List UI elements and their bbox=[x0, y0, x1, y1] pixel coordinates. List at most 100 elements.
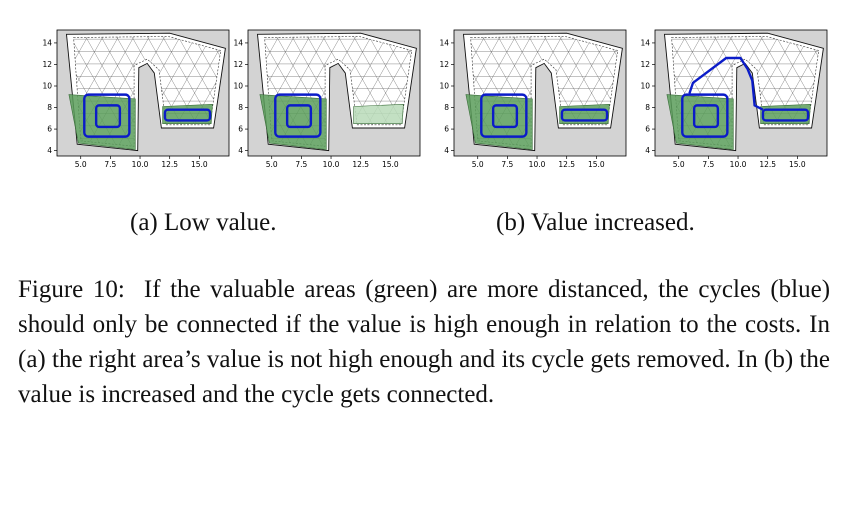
x-tick-label: 12.5 bbox=[558, 160, 575, 169]
plot-panel-1: 5.0 7.5 10.0 12.5 15.0 4 6 8 10 12 14 bbox=[33, 26, 233, 186]
left-outer-cycle bbox=[480, 93, 528, 138]
left-valuable-area bbox=[259, 94, 327, 150]
mesh-line bbox=[631, 30, 643, 156]
mesh-line bbox=[430, 30, 458, 156]
y-tick-label: 14 bbox=[640, 39, 650, 48]
mesh-line bbox=[787, 36, 819, 147]
mesh-line bbox=[33, 30, 61, 156]
mesh-line bbox=[264, 36, 283, 147]
x-tick-label: 7.5 bbox=[295, 160, 307, 169]
right-cycle bbox=[560, 108, 609, 122]
x-tick-label: 7.5 bbox=[501, 160, 513, 169]
left-valuable-area bbox=[666, 94, 734, 150]
y-tick-label: 12 bbox=[233, 60, 243, 69]
x-tick-label: 10.0 bbox=[730, 160, 747, 169]
mesh-line bbox=[671, 36, 690, 147]
x-tick-label: 5.0 bbox=[673, 160, 685, 169]
left-inner-cycle bbox=[692, 104, 720, 129]
x-tick-label: 15.0 bbox=[588, 160, 605, 169]
mesh-line bbox=[430, 30, 442, 156]
y-tick-label: 14 bbox=[233, 39, 243, 48]
mesh-line bbox=[631, 30, 659, 156]
plot-panel-2-svg: 5.0 7.5 10.0 12.5 15.0 4 6 8 10 12 14 bbox=[224, 29, 421, 169]
plot-panel-3: 5.0 7.5 10.0 12.5 15.0 4 6 8 10 12 14 bbox=[430, 26, 630, 186]
y-tick-label: 10 bbox=[640, 82, 650, 91]
x-tick-label: 12.5 bbox=[352, 160, 369, 169]
left-outer-cycle bbox=[274, 93, 322, 138]
y-tick-label: 10 bbox=[439, 82, 449, 91]
plot-panel-4-svg: 5.0 7.5 10.0 12.5 15.0 4 6 8 10 12 14 bbox=[631, 29, 828, 169]
y-tick-label: 14 bbox=[42, 39, 52, 48]
figure-caption-text: If the valuable areas (green) are more d… bbox=[18, 276, 831, 408]
mesh-line bbox=[224, 30, 252, 156]
mesh-line bbox=[602, 36, 618, 147]
y-tick-label: 8 bbox=[444, 103, 449, 112]
mesh-line bbox=[73, 36, 107, 147]
mesh-line bbox=[205, 36, 221, 147]
mesh-line bbox=[631, 30, 659, 156]
y-tick-label: 4 bbox=[444, 146, 449, 155]
y-tick-label: 4 bbox=[238, 146, 243, 155]
axis-frame bbox=[654, 29, 828, 157]
left-outer-cycle bbox=[83, 93, 131, 138]
axis-frame bbox=[56, 29, 230, 157]
mesh-line bbox=[33, 30, 45, 156]
y-tick-label: 8 bbox=[238, 103, 243, 112]
mesh-line bbox=[470, 36, 489, 147]
x-tick-label: 7.5 bbox=[104, 160, 116, 169]
mesh-line bbox=[586, 36, 618, 147]
mesh-line bbox=[470, 36, 520, 147]
y-tick-label: 10 bbox=[42, 82, 52, 91]
plot-panel-1-svg: 5.0 7.5 10.0 12.5 15.0 4 6 8 10 12 14 bbox=[33, 29, 230, 169]
connecting-path bbox=[688, 56, 764, 111]
x-tick-label: 10.0 bbox=[529, 160, 546, 169]
mesh-line bbox=[430, 30, 442, 156]
mesh-line bbox=[224, 30, 236, 156]
y-tick-label: 6 bbox=[238, 125, 243, 134]
right-cycle bbox=[163, 108, 212, 122]
y-tick-label: 12 bbox=[439, 60, 449, 69]
x-tick-label: 7.5 bbox=[702, 160, 714, 169]
mesh-line bbox=[33, 30, 61, 156]
mesh-line bbox=[224, 30, 236, 156]
figure-label: Figure 10: bbox=[18, 276, 125, 303]
x-tick-label: 12.5 bbox=[759, 160, 776, 169]
x-tick-label: 10.0 bbox=[323, 160, 340, 169]
y-tick-label: 8 bbox=[645, 103, 650, 112]
subcaption-b: (b) Value increased. bbox=[496, 209, 695, 236]
mesh-line bbox=[380, 36, 412, 147]
axis-frame bbox=[453, 29, 627, 157]
mesh-line bbox=[224, 30, 252, 156]
mesh-line bbox=[671, 36, 705, 147]
mesh-line bbox=[470, 36, 504, 147]
mesh-line bbox=[803, 36, 819, 147]
left-inner-cycle bbox=[491, 104, 519, 129]
x-tick-label: 10.0 bbox=[132, 160, 149, 169]
x-tick-label: 5.0 bbox=[266, 160, 278, 169]
y-tick-label: 4 bbox=[645, 146, 650, 155]
x-tick-label: 15.0 bbox=[789, 160, 806, 169]
left-valuable-area bbox=[68, 94, 136, 150]
left-outer-cycle bbox=[681, 93, 729, 138]
axis-frame bbox=[247, 29, 421, 157]
y-tick-label: 8 bbox=[47, 103, 52, 112]
y-tick-label: 6 bbox=[47, 125, 52, 134]
y-tick-label: 14 bbox=[439, 39, 449, 48]
mesh-line bbox=[73, 36, 123, 147]
mesh-line bbox=[33, 30, 45, 156]
mesh-line bbox=[264, 36, 298, 147]
right-cycle bbox=[761, 108, 810, 122]
mesh-line bbox=[264, 36, 314, 147]
x-tick-label: 5.0 bbox=[472, 160, 484, 169]
figure-caption: Figure 10: If the valuable areas (green)… bbox=[18, 272, 830, 412]
plot-panel-2: 5.0 7.5 10.0 12.5 15.0 4 6 8 10 12 14 bbox=[224, 26, 424, 186]
mesh-line bbox=[73, 36, 92, 147]
left-inner-cycle bbox=[285, 104, 313, 129]
subcaption-a: (a) Low value. bbox=[130, 209, 277, 236]
mesh-line bbox=[396, 36, 412, 147]
y-tick-label: 12 bbox=[640, 60, 650, 69]
y-tick-label: 6 bbox=[444, 125, 449, 134]
y-tick-label: 6 bbox=[645, 125, 650, 134]
y-tick-label: 4 bbox=[47, 146, 52, 155]
right-valuable-area bbox=[353, 103, 404, 124]
